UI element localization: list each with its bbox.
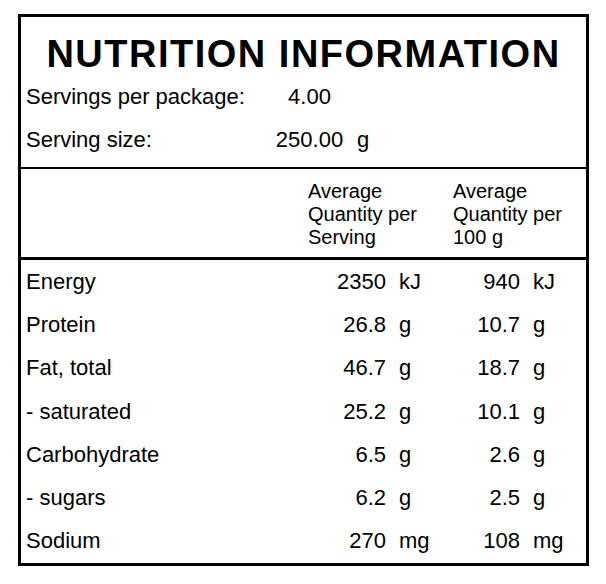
table-row: Sodium 270 mg 108 mg bbox=[21, 520, 586, 563]
servings-per-package-label: Servings per package: bbox=[26, 75, 266, 118]
servings-per-package-value: 4.00 bbox=[266, 75, 353, 118]
table-row: Carbohydrate 6.5 g 2.6 g bbox=[21, 433, 586, 476]
per-serving-unit: kJ bbox=[386, 269, 440, 295]
table-column-headers: Average Quantity per Serving Average Qua… bbox=[21, 169, 586, 260]
table-row: Protein 26.8 g 10.7 g bbox=[21, 303, 586, 346]
per-100g-unit: mg bbox=[520, 528, 586, 554]
column-header-line: Quantity per bbox=[308, 203, 440, 226]
per-100g-value: 18.7 bbox=[440, 355, 520, 381]
per-100g-value: 10.7 bbox=[440, 312, 520, 338]
per-100g-value: 940 bbox=[440, 269, 520, 295]
per-serving-value: 6.5 bbox=[308, 442, 386, 468]
per-serving-unit: g bbox=[386, 399, 440, 425]
per-100g-unit: g bbox=[520, 355, 586, 381]
per-serving-unit: g bbox=[386, 312, 440, 338]
panel-header-section: NUTRITION INFORMATION Servings per packa… bbox=[21, 17, 586, 169]
per-serving-value: 26.8 bbox=[308, 312, 386, 338]
nutrient-name: Carbohydrate bbox=[21, 442, 308, 468]
serving-size-label: Serving size: bbox=[26, 118, 266, 161]
per-serving-value: 25.2 bbox=[308, 399, 386, 425]
per-serving-unit: g bbox=[386, 355, 440, 381]
nutrition-label-page: NUTRITION INFORMATION Servings per packa… bbox=[0, 0, 606, 584]
per-100g-unit: g bbox=[520, 399, 586, 425]
column-header-line: Quantity per bbox=[453, 203, 586, 226]
per-100g-value: 108 bbox=[440, 528, 520, 554]
per-serving-unit: g bbox=[386, 442, 440, 468]
column-header-per-serving: Average Quantity per Serving bbox=[308, 180, 440, 257]
nutrient-name: Fat, total bbox=[21, 355, 308, 381]
nutrient-name: Protein bbox=[21, 312, 308, 338]
serving-size-unit: g bbox=[353, 118, 586, 161]
table-row: - sugars 6.2 g 2.5 g bbox=[21, 476, 586, 519]
column-header-line: Average bbox=[308, 180, 440, 203]
per-100g-unit: kJ bbox=[520, 269, 586, 295]
nutrient-name: - saturated bbox=[21, 399, 308, 425]
per-serving-value: 6.2 bbox=[308, 485, 386, 511]
per-serving-value: 2350 bbox=[308, 269, 386, 295]
column-header-per-100g: Average Quantity per 100 g bbox=[440, 180, 586, 257]
table-row: Fat, total 46.7 g 18.7 g bbox=[21, 347, 586, 390]
column-header-line: Average bbox=[453, 180, 586, 203]
per-100g-unit: g bbox=[520, 485, 586, 511]
column-header-line: 100 g bbox=[453, 226, 586, 249]
nutrient-name: Energy bbox=[21, 269, 308, 295]
per-serving-value: 270 bbox=[308, 528, 386, 554]
per-serving-unit: mg bbox=[386, 528, 440, 554]
table-row: - saturated 25.2 g 10.1 g bbox=[21, 390, 586, 433]
empty-header-cell bbox=[21, 180, 308, 257]
nutrition-panel: NUTRITION INFORMATION Servings per packa… bbox=[18, 14, 589, 566]
nutrient-name: Sodium bbox=[21, 528, 308, 554]
per-100g-value: 2.6 bbox=[440, 442, 520, 468]
table-row: Energy 2350 kJ 940 kJ bbox=[21, 260, 586, 303]
per-100g-value: 10.1 bbox=[440, 399, 520, 425]
per-100g-unit: g bbox=[520, 442, 586, 468]
panel-title: NUTRITION INFORMATION bbox=[21, 33, 586, 75]
nutrient-table: Energy 2350 kJ 940 kJ Protein 26.8 g 10.… bbox=[21, 260, 586, 563]
serving-size-value: 250.00 bbox=[266, 118, 353, 161]
servings-per-package-row: Servings per package: 4.00 bbox=[21, 75, 586, 118]
column-header-line: Serving bbox=[308, 226, 440, 249]
per-serving-value: 46.7 bbox=[308, 355, 386, 381]
per-100g-unit: g bbox=[520, 312, 586, 338]
serving-size-row: Serving size: 250.00 g bbox=[21, 118, 586, 161]
per-100g-value: 2.5 bbox=[440, 485, 520, 511]
per-serving-unit: g bbox=[386, 485, 440, 511]
nutrient-name: - sugars bbox=[21, 485, 308, 511]
